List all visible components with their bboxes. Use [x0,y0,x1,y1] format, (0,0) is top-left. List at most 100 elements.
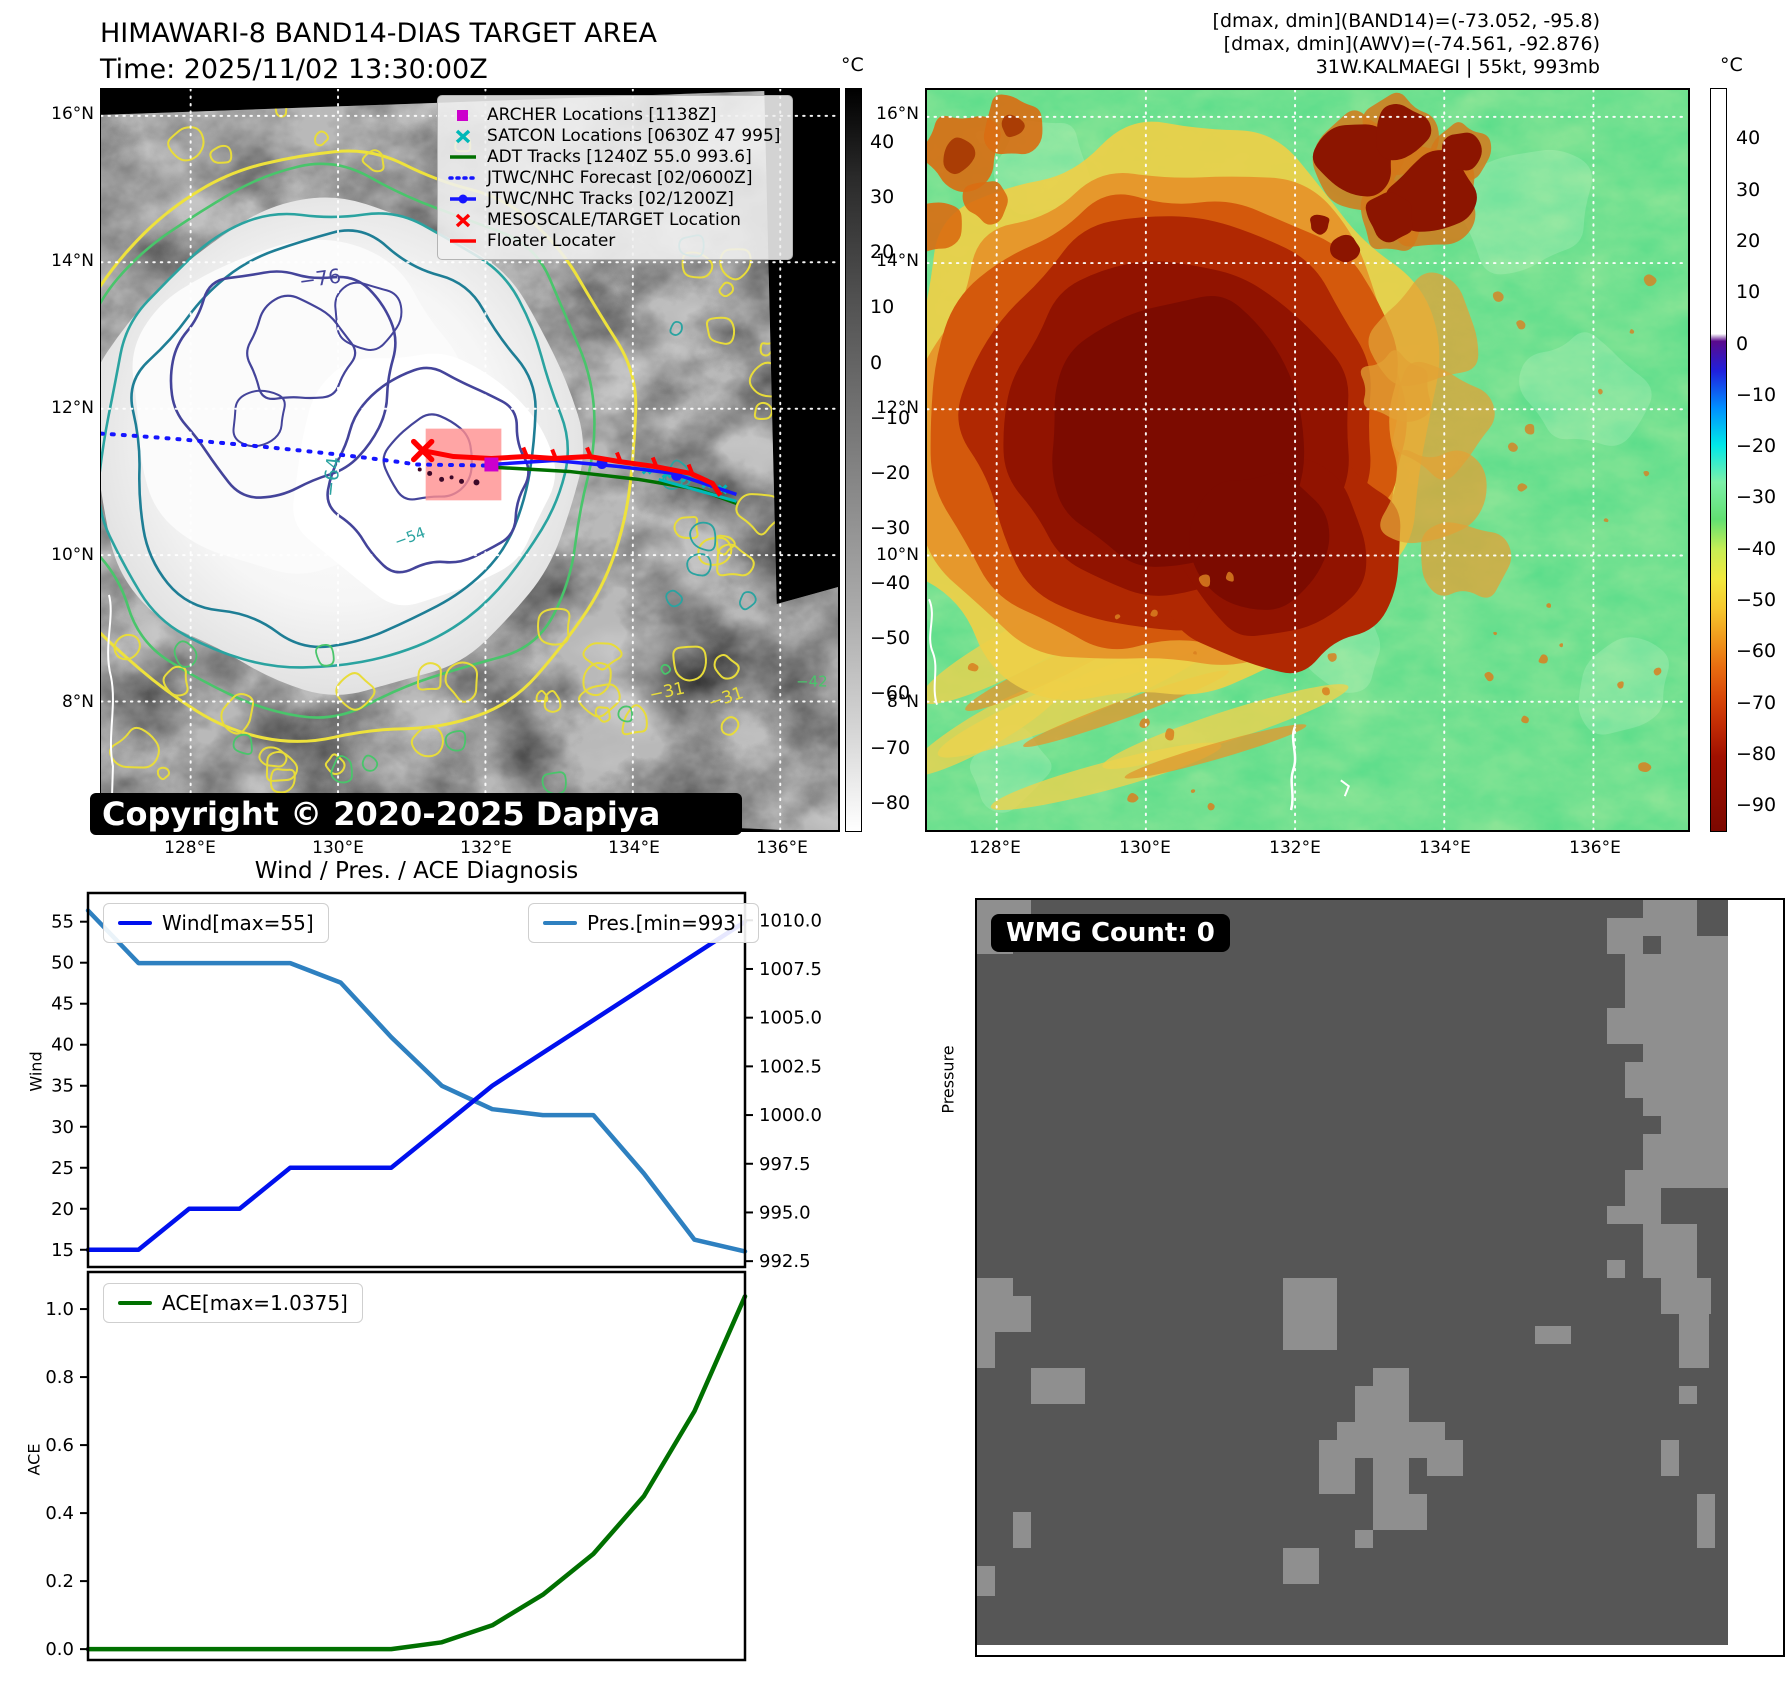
awv-colorbar-tick: −60 [1736,640,1777,663]
wmg-pixel-blob [1643,1026,1728,1116]
wmg-pixel-blob [1031,1368,1085,1404]
storm-id-intensity: 31W.KALMAEGI | 55kt, 993mb [1315,56,1600,78]
wmg-pixel-blob [1679,1386,1697,1404]
wmg-pixel-blob [1373,1368,1409,1386]
wmg-pixel-blob [1661,1440,1679,1476]
chart-tick-label: 0.0 [45,1639,74,1660]
pressure-line-swatch-icon [543,921,577,925]
right-map-xtick-label: 136°E [1569,838,1621,858]
wind-legend-label: Wind[max=55] [162,911,314,935]
blue-line-dot-icon [450,194,476,203]
wmg-pixel-image [977,900,1728,1645]
right-map-ytick-label: 16°N [876,104,919,124]
right-map-xtick-label: 128°E [969,838,1021,858]
chart-tick-label: 1.0 [45,1299,74,1320]
coastline [928,598,1350,811]
legend-label: ARCHER Locations [1138Z] [487,104,717,125]
band14-colorbar [845,88,862,832]
legend-item-jtwc-tracks: JTWC/NHC Tracks [02/1200Z] [448,188,780,209]
right-map-ytick-label: 12°N [876,398,919,418]
floater-track-ticks [521,446,695,476]
wmg-pixel-blob [1391,1494,1427,1530]
band14-colorbar-tick: 40 [870,131,895,154]
chart-tick-label: 15 [51,1240,74,1261]
ace-line-swatch-icon [118,1301,152,1305]
timestamp: Time: 2025/11/02 13:30:00Z [100,54,488,85]
chart-tick-label: 995.0 [759,1202,811,1223]
left-map-ytick-label: 16°N [51,104,94,124]
legend-label: JTWC/NHC Forecast [02/0600Z] [487,167,753,188]
wmg-pixel-blob [1625,1062,1643,1098]
awv-colorbar-tick: −10 [1736,383,1777,406]
ace-legend: ACE[max=1.0375] [103,1283,363,1323]
legend-label: ADT Tracks [1240Z 55.0 993.6] [487,146,752,167]
awv-colorbar [1710,88,1727,832]
right-map-ytick-label: 14°N [876,251,919,271]
left-panel-title-block: HIMAWARI-8 BAND14-DIAS TARGET AREA Time:… [100,16,657,88]
left-map-ytick-label: 12°N [51,398,94,418]
legend-item-jtwc-forecast: JTWC/NHC Forecast [02/0600Z] [448,167,780,188]
band14-colorbar-tick: −40 [870,571,911,594]
contour-label: −64 [319,456,345,498]
wmg-panel: WMG Count: 0 [975,898,1785,1657]
band14-colorbar-tick: −50 [870,627,911,650]
band14-colorbar-tick: −60 [870,682,911,705]
wmg-pixel-blob [1013,900,1031,918]
red-x-icon [455,213,471,227]
map-legend: ARCHER Locations [1138Z] SATCON Location… [437,95,794,260]
awv-colorbar-tick: −20 [1736,435,1777,458]
left-map-xtick-label: 134°E [608,838,660,858]
chart-tick-label: 50 [51,953,74,974]
mesoscale-target-x-icon [410,438,435,463]
wmg-pixel-blob [977,1566,995,1596]
diagnosis-title: Wind / Pres. / ACE Diagnosis [254,858,579,884]
wmg-pixel-blob [1661,1278,1711,1314]
colorbar-unit-left: °C [841,54,864,76]
chart-tick-label: 997.5 [759,1154,811,1175]
band14-colorbar-tick: 30 [870,186,895,209]
left-map-xtick-label: 136°E [756,838,808,858]
legend-item-floater: Floater Locater [448,230,780,251]
pressure-axis-label: Pressure [938,1045,958,1114]
chart-tick-label: 1002.5 [759,1056,822,1077]
wmg-pixel-blob [1697,1494,1715,1548]
copyright-badge: Copyright © 2020-2025 Dapiya [90,793,742,835]
awv-colorbar-tick: 0 [1736,332,1749,355]
band14-colorbar-tick: −30 [870,516,911,539]
chart-tick-label: 1005.0 [759,1008,822,1029]
ace-axis-label: ACE [24,1443,44,1476]
awv-colorbar-tick: −70 [1736,691,1777,714]
right-map-xtick-label: 132°E [1269,838,1321,858]
wmg-pixel-blob [1319,1440,1355,1494]
dmax-dmin-band14: [dmax, dmin](BAND14)=(-73.052, -95.8) [1212,10,1600,32]
left-map-ytick-label: 8°N [61,692,94,712]
chart-tick-label: 30 [51,1117,74,1138]
wind-line-swatch-icon [118,921,152,925]
legend-item-mesoscale: MESOSCALE/TARGET Location [448,209,780,230]
chart-tick-label: 0.6 [45,1435,74,1456]
awv-colorbar-tick: −30 [1736,486,1777,509]
awv-colorbar-tick: 40 [1736,127,1761,150]
wmg-pixel-blob [1427,1440,1463,1476]
wmg-pixel-blob [1607,1008,1625,1044]
legend-item-satcon: SATCON Locations [0630Z 47 995] [448,125,780,146]
band14-colorbar-tick: −20 [870,461,911,484]
awv-map-graphic [885,89,1689,831]
blue-dotted-line-icon [448,175,478,180]
band14-colorbar-tick: 0 [870,351,883,374]
legend-item-archer: ARCHER Locations [1138Z] [448,104,780,125]
legend-label: SATCON Locations [0630Z 47 995] [487,125,781,146]
legend-label: MESOSCALE/TARGET Location [487,209,741,230]
wmg-pixel-blob [1643,1224,1697,1278]
awv-color-satellite-map [885,88,1690,832]
chart-tick-label: 45 [51,994,74,1015]
right-panel-info-block: [dmax, dmin](BAND14)=(-73.052, -95.8) [d… [1100,10,1600,79]
chart-tick-label: 0.4 [45,1503,74,1524]
awv-colorbar-tick: −90 [1736,794,1777,817]
pressure-legend: Pres.[min=993] [528,903,759,943]
wmg-pixel-blob [1607,918,1643,954]
band14-colorbar-tick: −70 [870,737,911,760]
band14-colorbar-tick: −80 [870,792,911,815]
dmax-dmin-awv: [dmax, dmin](AWV)=(-74.561, -92.876) [1223,33,1600,55]
red-line-icon [450,238,476,243]
